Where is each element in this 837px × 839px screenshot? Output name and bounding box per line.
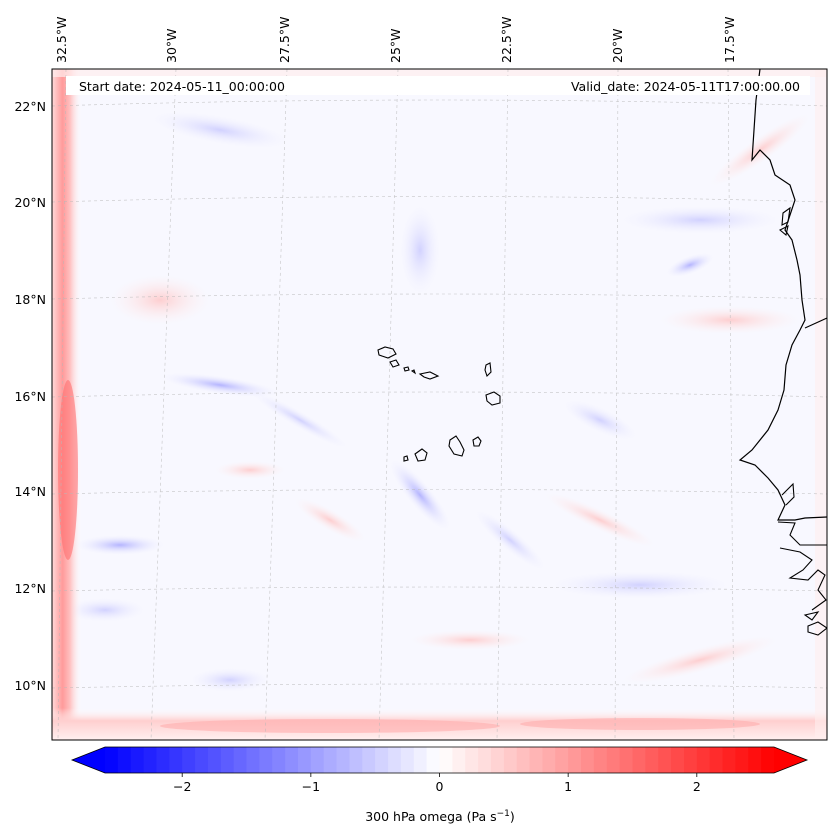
colorbar-cell — [233, 747, 248, 773]
latitude-labels: 22°N 20°N 18°N 16°N 14°N 12°N 10°N — [14, 99, 46, 693]
colorbar-cell — [207, 747, 222, 773]
start-date-label: Start date: 2024-05-11_00:00:00 — [79, 79, 285, 94]
colorbar-cell — [310, 747, 325, 773]
colorbar-label-main: 300 hPa omega (Pa s — [365, 809, 496, 824]
omega-field — [52, 69, 827, 740]
lon-label: 27.5°W — [277, 17, 292, 63]
colorbar-cell — [323, 747, 338, 773]
colorbar-cell — [388, 747, 402, 773]
colorbar-cell — [696, 747, 711, 773]
colorbar-cell — [761, 747, 775, 773]
colorbar-cell — [542, 747, 556, 773]
colorbar-cell — [143, 747, 158, 773]
colorbar-tick-label: 1 — [564, 779, 572, 794]
colorbar-ticks: −2 −1 0 1 2 — [173, 773, 701, 794]
colorbar-cell — [722, 747, 737, 773]
colorbar-cell — [426, 747, 441, 773]
lat-label: 22°N — [14, 99, 46, 114]
colorbar-cell — [413, 747, 428, 773]
colorbar-cell — [156, 747, 170, 773]
colorbar-tick-label: 2 — [693, 779, 701, 794]
colorbar-cell — [182, 747, 196, 773]
colorbar-cell — [452, 747, 466, 773]
lon-label: 30°W — [164, 28, 179, 63]
longitude-labels: 32.5°W 30°W 27.5°W 25°W 22.5°W 20°W 17.5… — [54, 17, 737, 63]
colorbar-tick-label: 0 — [436, 779, 444, 794]
colorbar-cell — [362, 747, 376, 773]
africa-coastline — [738, 69, 827, 521]
colorbar-cell — [259, 747, 273, 773]
colorbar-cell — [105, 747, 119, 773]
colorbar-cell — [465, 747, 479, 773]
colorbar-cell — [593, 747, 608, 773]
colorbar-cell — [619, 747, 634, 773]
colorbar-cell — [246, 747, 260, 773]
lon-label: 22.5°W — [499, 17, 514, 63]
colorbar-cell — [709, 747, 724, 773]
colorbar-cell — [169, 747, 183, 773]
lat-label: 18°N — [14, 292, 46, 307]
lon-label: 17.5°W — [722, 17, 737, 63]
colorbar: −2 −1 0 1 2 300 hPa omega (Pa s−1) — [70, 746, 809, 824]
colorbar-cell — [439, 747, 453, 773]
colorbar-cell — [220, 747, 235, 773]
cape-verde-islands — [377, 346, 501, 462]
field-background — [52, 69, 827, 740]
colorbar-label-sup: −1 — [497, 809, 510, 819]
colorbar-label-end: ) — [510, 809, 515, 824]
colorbar-cell — [478, 747, 492, 773]
colorbar-tick-label: −2 — [173, 779, 191, 794]
gridlines — [52, 69, 827, 740]
colorbar-cell — [735, 747, 749, 773]
colorbar-cell — [349, 747, 363, 773]
colorbar-cell — [375, 747, 389, 773]
lon-label: 20°W — [610, 28, 625, 63]
lat-label: 20°N — [14, 195, 46, 210]
colorbar-cell — [336, 747, 351, 773]
colorbar-cell — [130, 747, 145, 773]
colorbar-cell — [117, 747, 132, 773]
map-frame — [51, 68, 828, 741]
colorbar-cell — [503, 747, 518, 773]
colorbar-cell — [272, 747, 286, 773]
map-panel: Start date: 2024-05-11_00:00:00 Valid_da… — [14, 17, 828, 741]
colorbar-extend-min — [72, 747, 105, 773]
colorbar-cell — [568, 747, 582, 773]
colorbar-outline — [70, 746, 809, 774]
colorbar-cell — [632, 747, 646, 773]
valid-date-label: Valid_date: 2024-05-11T17:00:00.00 — [571, 79, 800, 94]
lon-label: 25°W — [388, 28, 403, 63]
colorbar-cell — [748, 747, 762, 773]
colorbar-tick-label: −1 — [302, 779, 320, 794]
colorbar-cell — [285, 747, 299, 773]
colorbar-extend-max — [774, 747, 807, 773]
lat-label: 10°N — [14, 678, 46, 693]
colorbar-cell — [645, 747, 659, 773]
colorbar-cell — [581, 747, 595, 773]
colorbar-cell — [555, 747, 569, 773]
colorbar-cell — [671, 747, 685, 773]
colorbar-cell — [490, 747, 505, 773]
annotation-background — [66, 76, 810, 95]
colorbar-cell — [297, 747, 312, 773]
colorbar-cell — [658, 747, 672, 773]
colorbar-cell — [606, 747, 621, 773]
colorbar-cell — [516, 747, 531, 773]
colorbar-cells — [105, 747, 775, 773]
lon-label: 32.5°W — [54, 17, 69, 63]
colorbar-cell — [683, 747, 698, 773]
lat-label: 14°N — [14, 484, 46, 499]
colorbar-cell — [400, 747, 415, 773]
colorbar-cell — [529, 747, 544, 773]
colorbar-label: 300 hPa omega (Pa s−1) — [365, 809, 515, 824]
lat-label: 16°N — [14, 389, 46, 404]
lat-label: 12°N — [14, 581, 46, 596]
colorbar-cell — [195, 747, 209, 773]
